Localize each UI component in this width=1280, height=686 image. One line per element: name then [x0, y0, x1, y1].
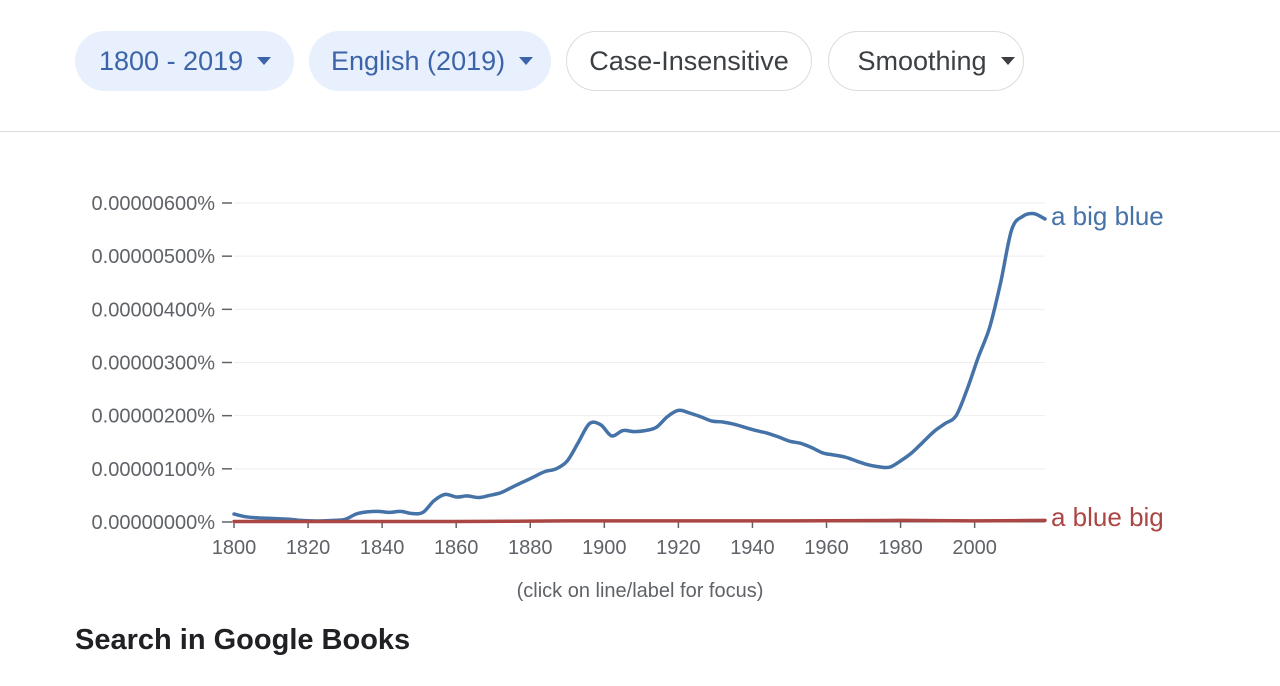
search-in-google-books-heading: Search in Google Books: [75, 624, 411, 656]
y-tick-label: 0.00000600%: [92, 193, 216, 215]
chart-series-labels: a big blue a blue big: [1051, 201, 1164, 532]
year-range-label: 1800 - 2019: [99, 45, 244, 76]
series-line-1[interactable]: [232, 211, 1047, 523]
y-tick-label: 0.00000000%: [92, 512, 216, 534]
y-tick-label: 0.00000400%: [92, 299, 216, 321]
chart-series: [232, 211, 1047, 524]
smoothing-dropdown[interactable]: Smoothing: [828, 31, 1024, 91]
y-tick-label: 0.00000300%: [92, 353, 216, 375]
y-tick-label: 0.00000200%: [92, 406, 216, 428]
caret-down-icon: [257, 57, 272, 65]
corpus-label: English (2019): [331, 45, 506, 76]
caret-down-icon: [1000, 57, 1015, 65]
x-tick-label: 1820: [286, 537, 331, 559]
caret-down-icon: [519, 57, 534, 65]
x-tick-label: 1940: [730, 537, 775, 559]
y-tick-label: 0.00000100%: [92, 459, 216, 481]
focus-hint: (click on line/label for focus): [0, 580, 1280, 603]
ngram-line-chart: 0.00000000% 0.00000100% 0.00000200% 0.00000…: [92, 193, 1164, 559]
x-tick-label: 1880: [508, 537, 553, 559]
series-label-2[interactable]: a blue big: [1051, 502, 1164, 532]
smoothing-label: Smoothing: [857, 45, 987, 76]
x-tick-label: 1920: [656, 537, 701, 559]
x-tick-label: 1800: [212, 537, 257, 559]
corpus-dropdown[interactable]: English (2019): [309, 31, 551, 91]
x-tick-label: 1840: [360, 537, 405, 559]
chart-axes: 0.00000000% 0.00000100% 0.00000200% 0.00000…: [92, 193, 1045, 559]
case-insensitive-toggle[interactable]: Case-Insensitive: [566, 31, 812, 91]
x-tick-label: 1860: [434, 537, 479, 559]
x-tick-label: 1980: [878, 537, 923, 559]
x-tick-label: 2000: [952, 537, 997, 559]
year-range-dropdown[interactable]: 1800 - 2019: [75, 31, 294, 91]
x-tick-label: 1960: [804, 537, 849, 559]
series-label-1[interactable]: a big blue: [1051, 201, 1164, 231]
query-toolbar: 1800 - 2019 English (2019) Case-Insensit…: [0, 0, 1280, 132]
chart-grid: [234, 202, 1045, 470]
case-insensitive-label: Case-Insensitive: [589, 45, 789, 76]
focus-hint-text: (click on line/label for focus): [516, 580, 764, 602]
x-tick-label: 1900: [582, 537, 627, 559]
y-tick-label: 0.00000500%: [92, 246, 216, 268]
series-line-2[interactable]: [232, 518, 1047, 524]
